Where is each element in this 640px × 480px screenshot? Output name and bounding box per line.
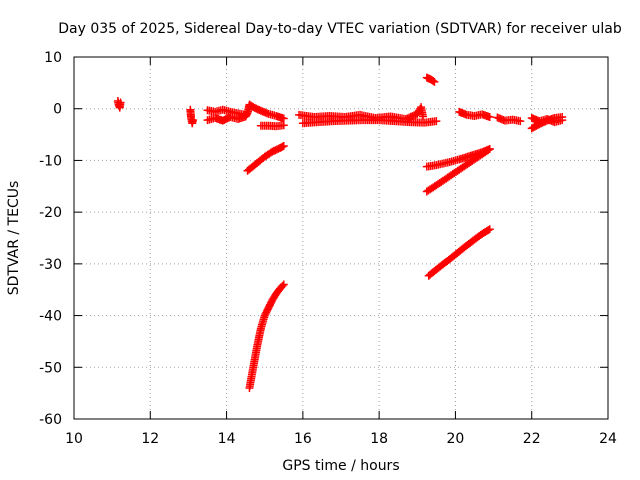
data-point <box>279 121 288 130</box>
x-tick-label: 22 <box>523 431 541 447</box>
data-points <box>113 73 567 392</box>
data-point <box>189 116 198 125</box>
x-tick-label: 24 <box>599 431 617 447</box>
y-axis-label: SDTVAR / TECUs <box>6 181 22 296</box>
x-tick-label: 20 <box>447 431 465 447</box>
x-tick-label: 12 <box>141 431 159 447</box>
y-tick-label: -20 <box>39 205 62 221</box>
y-tick-label: -60 <box>39 412 62 428</box>
data-point <box>279 141 288 150</box>
data-point <box>116 98 125 107</box>
data-point <box>484 146 493 155</box>
data-point <box>558 116 567 125</box>
data-point <box>279 114 288 123</box>
data-point <box>279 280 288 289</box>
data-point <box>516 117 525 126</box>
data-point <box>485 145 494 154</box>
y-tick-label: -50 <box>39 360 62 376</box>
data-point <box>485 112 494 121</box>
data-point <box>429 76 438 85</box>
y-tick-label: -30 <box>39 257 62 273</box>
data-point <box>419 112 428 121</box>
y-tick-label: -40 <box>39 309 62 325</box>
grid-lines <box>74 57 608 419</box>
x-axis-label: GPS time / hours <box>282 458 399 474</box>
data-point <box>485 225 494 234</box>
data-point <box>430 77 439 86</box>
plot-frame <box>73 56 609 420</box>
x-tick-label: 16 <box>294 431 312 447</box>
data-point <box>241 110 250 119</box>
x-tick-label: 18 <box>370 431 388 447</box>
y-tick-label: 10 <box>44 50 62 66</box>
y-tick-label: 0 <box>53 102 62 118</box>
x-tick-label: 14 <box>218 431 236 447</box>
data-point <box>484 226 493 235</box>
axis-ticks: 10 12 14 16 18 20 22 24 -60 -50 -40 -30 -20 -10 0 10 <box>39 50 617 447</box>
y-tick-label: -10 <box>39 153 62 169</box>
x-tick-label: 10 <box>65 431 83 447</box>
data-point <box>278 281 287 290</box>
chart-title: Day 035 of 2025, Sidereal Day-to-day VTE… <box>58 21 622 37</box>
data-point <box>432 117 441 126</box>
